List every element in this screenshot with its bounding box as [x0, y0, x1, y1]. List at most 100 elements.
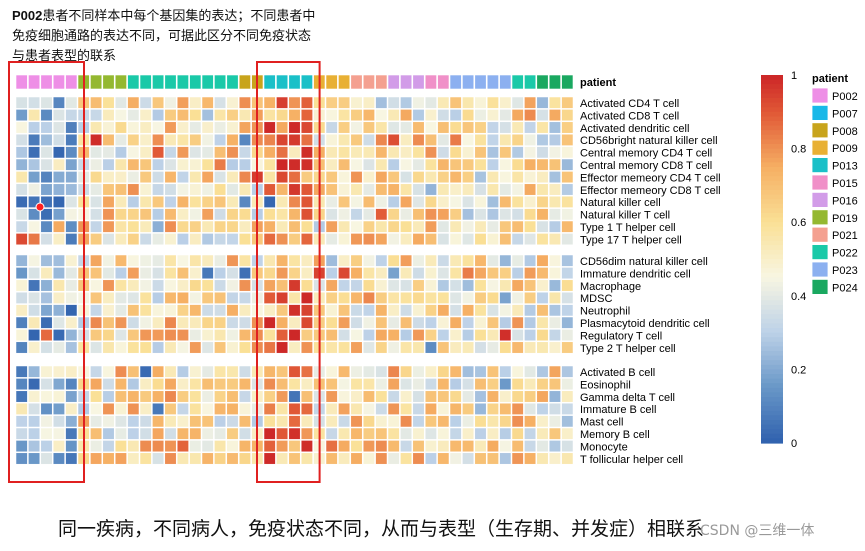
heatmap-cell: [338, 378, 351, 391]
heatmap-cell: [474, 220, 487, 233]
heatmap-cell: [238, 341, 251, 354]
heatmap-cell: [449, 304, 462, 317]
heatmap-cell: [511, 452, 524, 465]
heatmap-cell: [511, 365, 524, 378]
heatmap-cell: [350, 316, 363, 329]
colorbar-segment: [761, 420, 783, 426]
legend-label: P022: [832, 248, 858, 260]
heatmap-cell: [201, 329, 214, 342]
heatmap-cell: [499, 146, 512, 159]
heatmap-cell: [437, 329, 450, 342]
heatmap-cell: [400, 183, 413, 196]
heatmap-cell: [338, 440, 351, 453]
heatmap-cell: [536, 109, 549, 122]
heatmap-cell: [486, 365, 499, 378]
heatmap-cell: [176, 158, 189, 171]
colorbar-segment: [761, 134, 783, 140]
heatmap-cell: [201, 402, 214, 415]
heatmap-cell: [338, 291, 351, 304]
heatmap-cell: [362, 427, 375, 440]
colorbar-segment: [761, 309, 783, 315]
heatmap-cell: [350, 208, 363, 221]
heatmap-cell: [412, 183, 425, 196]
heatmap-cell: [338, 220, 351, 233]
heatmap-cell: [300, 415, 313, 428]
heatmap-cell: [164, 267, 177, 280]
heatmap-cell: [189, 233, 202, 246]
heatmap-cell: [152, 121, 165, 134]
heatmap-cell: [524, 316, 537, 329]
heatmap-cell: [424, 146, 437, 159]
heatmap-cell: [536, 291, 549, 304]
heatmap-cell: [201, 415, 214, 428]
heatmap-cell: [474, 452, 487, 465]
patient-track-cell: [40, 74, 53, 90]
heatmap-cell: [127, 146, 140, 159]
heatmap-cell: [511, 158, 524, 171]
heatmap-cell: [437, 133, 450, 146]
patient-track-cell: [548, 74, 561, 90]
heatmap-cell: [536, 171, 549, 184]
heatmap-cell: [362, 291, 375, 304]
heatmap-cell: [189, 390, 202, 403]
heatmap-cell: [52, 415, 65, 428]
heatmap-cell: [548, 146, 561, 159]
heatmap-cell: [462, 304, 475, 317]
heatmap-cell: [139, 133, 152, 146]
heatmap-cell: [263, 291, 276, 304]
heatmap-cell: [164, 440, 177, 453]
heatmap-cell: [362, 171, 375, 184]
heatmap-cell: [127, 233, 140, 246]
row-label: T follicular helper cell: [580, 454, 683, 466]
heatmap-cell: [214, 452, 227, 465]
heatmap-cell: [362, 121, 375, 134]
heatmap-cell: [15, 254, 28, 267]
heatmap-cell: [325, 171, 338, 184]
heatmap-cell: [15, 402, 28, 415]
heatmap-cell: [350, 415, 363, 428]
heatmap-cell: [387, 291, 400, 304]
heatmap-cell: [15, 415, 28, 428]
heatmap-cell: [189, 171, 202, 184]
heatmap-cell: [65, 440, 78, 453]
heatmap-cell: [511, 427, 524, 440]
heatmap-cell: [201, 254, 214, 267]
heatmap-cell: [561, 291, 574, 304]
heatmap-cell: [561, 452, 574, 465]
heatmap-cell: [189, 254, 202, 267]
heatmap-cell: [28, 415, 41, 428]
heatmap-cell: [350, 402, 363, 415]
heatmap-cell: [276, 233, 289, 246]
heatmap-cell: [164, 402, 177, 415]
heatmap-cell: [65, 183, 78, 196]
heatmap-cell: [28, 109, 41, 122]
heatmap-cell: [424, 233, 437, 246]
heatmap-cell: [499, 133, 512, 146]
heatmap-cell: [548, 254, 561, 267]
heatmap-cell: [164, 195, 177, 208]
legend-swatch: [811, 105, 829, 121]
heatmap-cell: [15, 183, 28, 196]
heatmap-cell: [338, 183, 351, 196]
heatmap-cell: [449, 378, 462, 391]
heatmap-cell: [486, 195, 499, 208]
heatmap-cell: [338, 279, 351, 292]
row-label: Monocyte: [580, 441, 628, 453]
heatmap-cell: [139, 171, 152, 184]
heatmap-cell: [449, 316, 462, 329]
colorbar-segment: [761, 314, 783, 320]
heatmap-cell: [424, 121, 437, 134]
heatmap-cell: [300, 304, 313, 317]
heatmap-cell: [387, 220, 400, 233]
row-label: Immature B cell: [580, 404, 656, 416]
heatmap-cell: [548, 304, 561, 317]
heatmap-cell: [52, 365, 65, 378]
heatmap-cell: [65, 415, 78, 428]
heatmap-cell: [276, 220, 289, 233]
heatmap-cell: [90, 254, 103, 267]
heatmap-cell: [52, 427, 65, 440]
heatmap-cell: [139, 316, 152, 329]
heatmap-cell: [375, 195, 388, 208]
heatmap-cell: [152, 365, 165, 378]
heatmap-cell: [189, 267, 202, 280]
